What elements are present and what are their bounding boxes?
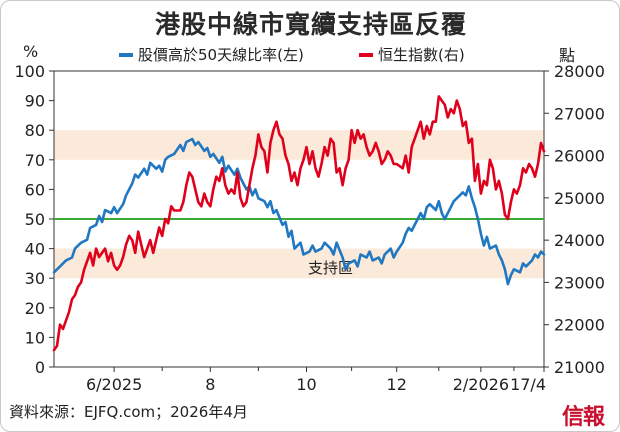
chart-title: 港股中線市寬續支持區反覆 xyxy=(154,10,467,39)
legend-label-breadth: 股價高於50天線比率(左) xyxy=(138,46,304,64)
right-tick-label: 26000 xyxy=(554,147,605,166)
x-tick-label: 17/4 xyxy=(510,375,546,394)
x-tick-label: 8 xyxy=(205,375,215,394)
right-tick-label: 23000 xyxy=(554,273,605,292)
x-tick-label: 10 xyxy=(296,375,316,394)
right-tick-label: 27000 xyxy=(554,104,605,123)
legend-item-hsi: 恒生指數(右) xyxy=(359,44,465,65)
x-tick-label: 6/2025 xyxy=(86,375,142,394)
legend-item-breadth: 股價高於50天線比率(左) xyxy=(119,44,304,65)
left-tick-label: 10 xyxy=(25,328,45,347)
support-band-0 xyxy=(54,248,544,279)
left-tick-label: 30 xyxy=(25,269,45,288)
breadth-ratio-line xyxy=(52,137,546,286)
publisher-logo: 信報 xyxy=(562,404,605,430)
legend-label-hsi: 恒生指數(右) xyxy=(378,46,465,64)
right-tick-label: 22000 xyxy=(554,316,605,335)
right-tick-label: 21000 xyxy=(554,358,605,377)
source-note: 資料來源：EJFQ.com；2026年4月 xyxy=(9,403,248,421)
left-tick-label: 20 xyxy=(25,299,45,318)
left-tick-label: 80 xyxy=(25,121,45,140)
left-axis-unit: % xyxy=(23,42,39,61)
support-band-1 xyxy=(54,130,544,160)
left-tick-label: 90 xyxy=(25,92,45,111)
left-tick-label: 70 xyxy=(25,151,45,170)
left-tick-label: 100 xyxy=(14,62,45,81)
right-tick-label: 24000 xyxy=(554,231,605,250)
x-tick-label: 12 xyxy=(387,375,407,394)
legend-swatch-breadth xyxy=(119,52,133,57)
left-tick-label: 60 xyxy=(25,180,45,199)
right-tick-label: 28000 xyxy=(554,62,605,81)
right-tick-label: 25000 xyxy=(554,189,605,208)
legend-swatch-hsi xyxy=(359,52,373,57)
left-tick-label: 0 xyxy=(35,358,45,377)
left-tick-label: 50 xyxy=(25,210,45,229)
support-band-label: 支持區 xyxy=(308,259,353,277)
left-tick-label: 40 xyxy=(25,240,45,259)
x-tick-label: 2/2026 xyxy=(453,375,509,394)
right-axis-unit: 點 xyxy=(559,46,576,65)
hang-seng-index-line xyxy=(52,95,546,352)
legend: 股價高於50天線比率(左) 恒生指數(右) xyxy=(1,44,619,68)
